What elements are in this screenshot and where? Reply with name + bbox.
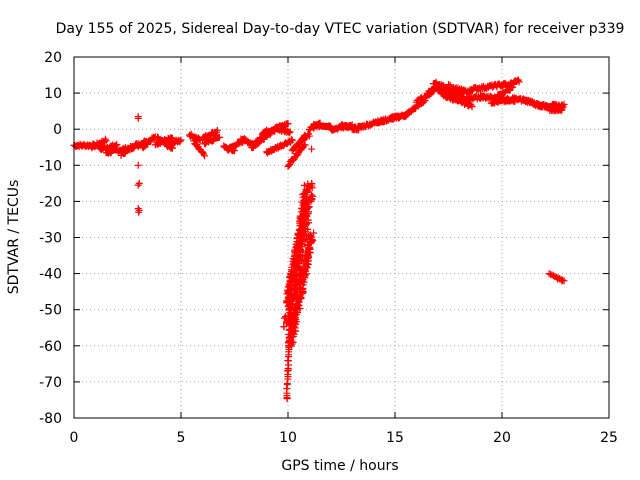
x-tick-label: 5 xyxy=(177,430,186,446)
data-point xyxy=(213,126,221,134)
data-point xyxy=(134,114,142,122)
data-point xyxy=(306,195,314,203)
data-point xyxy=(468,103,476,111)
x-tick-label: 10 xyxy=(279,430,297,446)
data-point xyxy=(280,314,288,322)
data-point xyxy=(297,215,305,223)
data-point xyxy=(285,161,293,169)
data-point xyxy=(301,141,309,149)
data-point xyxy=(280,323,288,331)
data-point xyxy=(298,144,306,152)
data-point xyxy=(284,120,292,128)
data-point xyxy=(308,145,316,153)
data-point xyxy=(306,232,314,240)
data-point xyxy=(306,249,314,257)
data-point xyxy=(300,189,308,197)
data-point xyxy=(467,101,475,109)
x-tick-label: 0 xyxy=(70,430,79,446)
data-point xyxy=(515,78,523,86)
y-tick-label: -80 xyxy=(39,411,62,427)
x-tick-label: 20 xyxy=(493,430,511,446)
y-tick-label: 0 xyxy=(53,122,62,138)
y-tick-label: -40 xyxy=(39,267,62,283)
y-tick-label: 20 xyxy=(44,50,62,66)
x-tick-label: 25 xyxy=(600,430,618,446)
chart-title: Day 155 of 2025, Sidereal Day-to-day VTE… xyxy=(56,21,625,37)
y-tick-label: -60 xyxy=(39,339,62,355)
x-axis-label: GPS time / hours xyxy=(281,458,398,474)
data-point xyxy=(216,133,224,141)
data-point xyxy=(201,152,209,160)
y-tick-label: -70 xyxy=(39,375,62,391)
data-point xyxy=(135,208,143,216)
data-point xyxy=(288,136,296,144)
data-point xyxy=(559,276,567,284)
data-point xyxy=(296,304,304,312)
y-tick-label: -10 xyxy=(39,158,62,174)
data-point xyxy=(545,270,553,278)
data-point xyxy=(558,104,566,112)
data-point xyxy=(297,294,305,302)
data-point xyxy=(298,290,306,298)
data-point xyxy=(168,144,176,152)
data-point xyxy=(287,136,295,144)
y-tick-label: -50 xyxy=(39,303,62,319)
data-point xyxy=(558,277,566,285)
data-point xyxy=(550,272,558,280)
data-point xyxy=(305,132,313,140)
data-point xyxy=(145,138,153,146)
y-tick-label: -20 xyxy=(39,194,62,210)
data-point xyxy=(560,100,568,108)
data-points xyxy=(70,76,568,403)
data-point xyxy=(305,219,313,227)
x-tick-label: 15 xyxy=(386,430,404,446)
data-point xyxy=(283,395,291,403)
data-point xyxy=(284,366,292,374)
data-point xyxy=(102,137,110,145)
y-axis-label: SDTVAR / TECUs xyxy=(6,180,22,295)
data-point xyxy=(301,214,309,222)
data-point xyxy=(294,150,302,158)
data-point xyxy=(285,129,293,137)
data-point xyxy=(548,271,556,279)
data-point xyxy=(296,251,304,259)
data-point xyxy=(101,135,109,143)
data-point xyxy=(300,181,308,189)
data-point xyxy=(286,161,294,169)
data-point xyxy=(286,128,294,136)
axis-ticks: 0 5 10 15 20 25 -80 -70 -60 -50 -40 -30 -20 -10 0 10 20 xyxy=(39,50,618,446)
data-point xyxy=(134,181,142,189)
data-point xyxy=(300,231,308,239)
data-point xyxy=(121,150,129,158)
data-point xyxy=(199,148,207,156)
data-point xyxy=(176,137,184,145)
data-point xyxy=(177,136,185,144)
data-point xyxy=(134,161,142,169)
data-point xyxy=(554,275,562,283)
data-point xyxy=(547,270,555,278)
y-tick-label: -30 xyxy=(39,231,62,247)
data-point xyxy=(296,226,304,234)
y-tick-label: 10 xyxy=(44,86,62,102)
